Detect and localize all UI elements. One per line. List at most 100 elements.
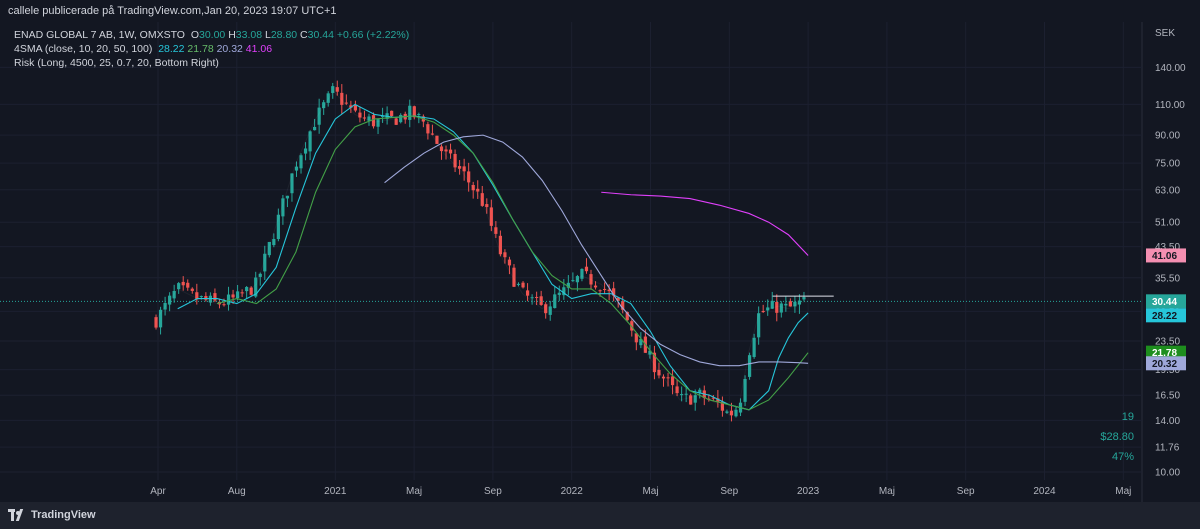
- sma-20-line: [216, 115, 809, 411]
- price-tick-label: 63.00: [1155, 185, 1180, 196]
- candle-body: [195, 292, 199, 300]
- sma50-price-tag-bg: [1146, 356, 1186, 371]
- attribution-bar: callele publicerade på TradingView.com,J…: [0, 0, 1200, 22]
- candle-body: [458, 166, 462, 169]
- candle-body: [521, 282, 525, 288]
- candle-body: [584, 266, 589, 272]
- time-tick-label: Maj: [642, 486, 658, 497]
- candle-body: [734, 409, 738, 417]
- candle-body: [303, 148, 308, 154]
- time-tick-label: Maj: [406, 486, 422, 497]
- candle-body: [761, 311, 765, 313]
- candle-body: [294, 166, 299, 171]
- price-tick-label: 75.00: [1155, 159, 1180, 170]
- candle-body: [616, 297, 620, 301]
- candle-body: [516, 283, 521, 285]
- sma100-price-tag-bg: [1146, 248, 1186, 263]
- candles-layer: [154, 80, 806, 422]
- candle-body: [634, 333, 638, 343]
- chart-area[interactable]: 140.00 110.00 90.00 75.00 63.00 51.00 43.50 35.…: [0, 22, 1200, 502]
- candle-body: [661, 376, 666, 379]
- time-tick-label: Sep: [957, 486, 975, 497]
- candle-body: [580, 268, 584, 279]
- risk-shares: 19: [1122, 411, 1134, 423]
- candle-body: [575, 276, 580, 283]
- tradingview-brand[interactable]: TradingView: [8, 509, 96, 521]
- legend-sma50: 20.32: [216, 43, 243, 55]
- candle-body: [557, 292, 561, 295]
- candle-body: [593, 285, 598, 288]
- candle-body: [498, 235, 502, 255]
- candle-body: [358, 112, 362, 118]
- time-tick-label: 2021: [324, 486, 347, 497]
- sma50-price-tag: 20.32: [1152, 359, 1177, 370]
- candle-body: [689, 395, 693, 405]
- candle-body: [630, 321, 634, 331]
- candle-body: [512, 267, 516, 287]
- legend-risk-row[interactable]: Risk (Long, 4500, 25, 0.7, 20, Bottom Ri…: [14, 56, 409, 70]
- price-chart[interactable]: 140.00 110.00 90.00 75.00 63.00 51.00 43.50 35.…: [0, 22, 1200, 502]
- candle-body: [154, 317, 158, 328]
- candle-body: [476, 188, 480, 192]
- legend-sma10: 28.22: [158, 43, 185, 55]
- candle-body: [530, 297, 534, 299]
- candle-body: [752, 337, 756, 357]
- last-price-tag: 30.44: [1152, 297, 1177, 308]
- sma-100-line: [601, 191, 809, 256]
- candle-body: [340, 92, 344, 105]
- candle-body: [480, 193, 484, 206]
- candle-body: [680, 394, 684, 396]
- candle-body: [453, 153, 457, 168]
- candle-body: [313, 126, 317, 131]
- last-price-tag-bg: [1146, 294, 1186, 309]
- candle-body: [172, 290, 176, 299]
- candle-body: [779, 303, 783, 313]
- tradingview-logo-icon: [8, 509, 26, 521]
- candle-body: [693, 395, 697, 403]
- candle-body: [444, 149, 448, 152]
- candle-body: [353, 105, 357, 111]
- brand-name: TradingView: [31, 509, 96, 521]
- candle-body: [657, 369, 661, 376]
- candle-body: [716, 398, 720, 403]
- candle-body: [367, 116, 371, 121]
- candle-body: [235, 291, 240, 299]
- candle-body: [376, 119, 380, 127]
- candle-body: [652, 352, 657, 373]
- candle-body: [308, 131, 312, 152]
- legend-h-label: H: [228, 29, 236, 41]
- legend-sma-row[interactable]: 4SMA (close, 10, 20, 50, 100) 28.22 21.7…: [14, 42, 409, 56]
- legend-l-label: L: [265, 29, 271, 41]
- candle-body: [802, 297, 806, 300]
- legend-h-value: 33.08: [235, 29, 263, 41]
- candle-body: [757, 313, 761, 338]
- price-unit: SEK: [1155, 28, 1176, 39]
- attribution-text: callele publicerade på TradingView.com,J…: [8, 5, 337, 17]
- candle-body: [747, 355, 752, 377]
- legend-risk: Risk (Long, 4500, 25, 0.7, 20, Bottom Ri…: [14, 57, 219, 69]
- price-axis: 140.00 110.00 90.00 75.00 63.00 51.00 43.50 35.…: [1155, 63, 1186, 479]
- candle-body: [181, 281, 185, 286]
- price-tick-label: 43.50: [1155, 242, 1180, 253]
- candle-body: [299, 155, 303, 169]
- risk-entry: $28.80: [1100, 431, 1134, 443]
- candle-body: [648, 350, 652, 355]
- candle-body: [317, 107, 321, 125]
- candle-body: [426, 124, 430, 134]
- candle-body: [245, 286, 249, 292]
- legend-sma20: 21.78: [187, 43, 214, 55]
- candle-body: [666, 377, 670, 379]
- candle-body: [417, 114, 421, 116]
- candle-body: [163, 302, 167, 310]
- sma20-price-tag-bg: [1146, 345, 1186, 360]
- legend-l-value: 28.80: [270, 29, 298, 41]
- legend-c-value: 30.44: [307, 29, 334, 41]
- candle-body: [158, 309, 163, 328]
- candle-body: [349, 105, 353, 108]
- time-tick-label: Maj: [1115, 486, 1131, 497]
- candle-body: [380, 115, 385, 117]
- candle-body: [525, 290, 530, 296]
- candle-body: [177, 283, 181, 290]
- candle-body: [222, 304, 226, 306]
- time-tick-label: 2022: [561, 486, 584, 497]
